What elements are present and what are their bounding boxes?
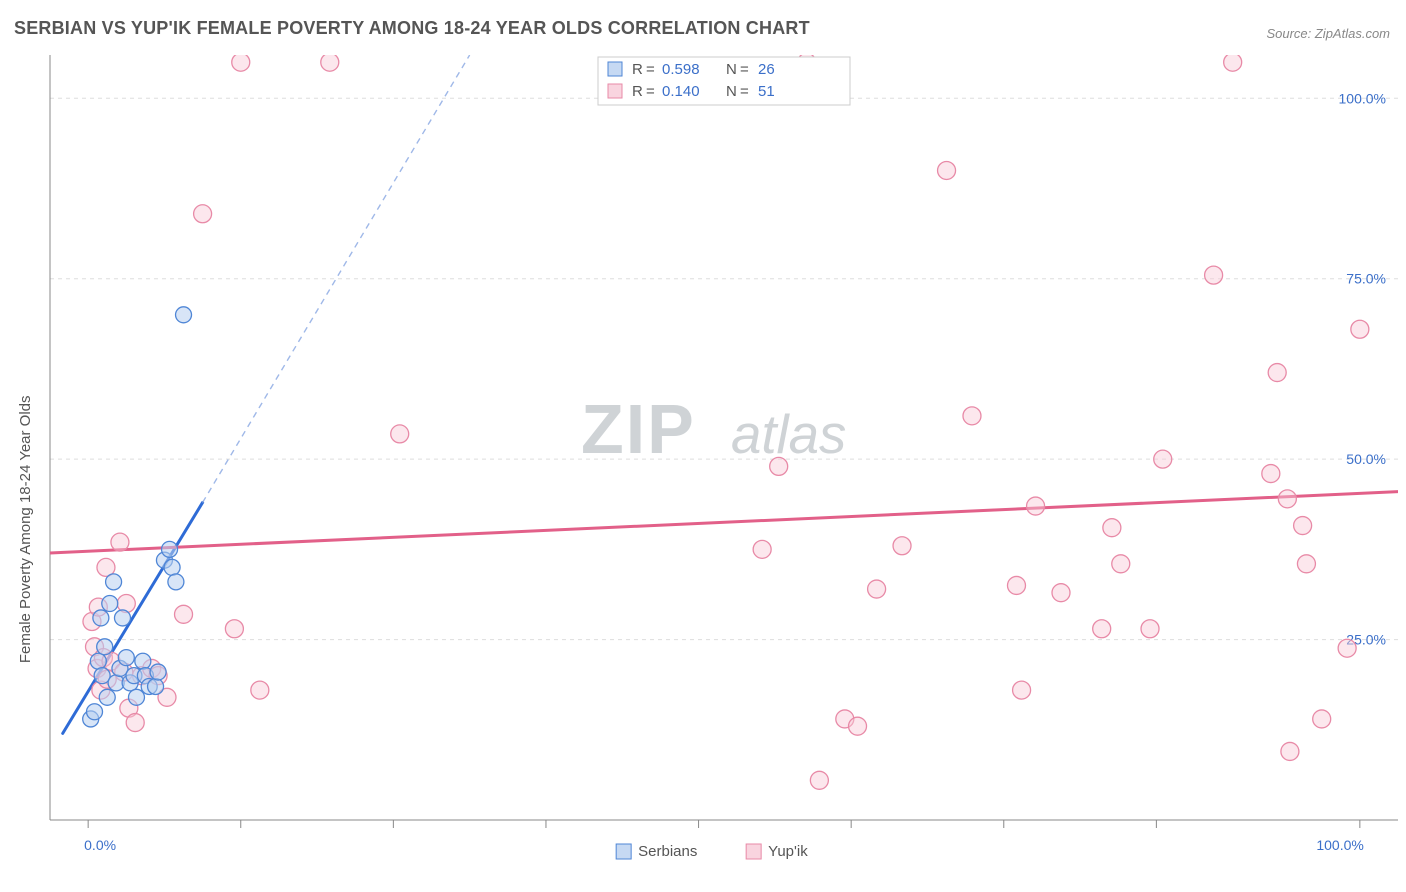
svg-text:51: 51 xyxy=(758,83,775,100)
svg-text:N: N xyxy=(726,61,737,78)
svg-text:=: = xyxy=(646,83,655,100)
svg-text:=: = xyxy=(740,83,749,100)
svg-text:26: 26 xyxy=(758,61,775,78)
svg-text:100.0%: 100.0% xyxy=(1316,837,1363,853)
svg-text:Serbians: Serbians xyxy=(638,843,697,860)
chart-title: SERBIAN VS YUP'IK FEMALE POVERTY AMONG 1… xyxy=(14,18,810,39)
source-attribution: Source: ZipAtlas.com xyxy=(1266,26,1390,41)
svg-text:ZIP: ZIP xyxy=(581,390,696,468)
svg-text:N: N xyxy=(726,83,737,100)
scatter-chart: 25.0%50.0%75.0%100.0%0.0%100.0%Female Po… xyxy=(0,0,1406,892)
svg-text:50.0%: 50.0% xyxy=(1346,451,1386,467)
svg-text:R: R xyxy=(632,83,643,100)
svg-text:=: = xyxy=(646,61,655,78)
svg-text:Yup'ik: Yup'ik xyxy=(768,843,808,860)
svg-text:R: R xyxy=(632,61,643,78)
svg-text:atlas: atlas xyxy=(731,404,846,465)
svg-text:0.0%: 0.0% xyxy=(84,837,116,853)
svg-text:75.0%: 75.0% xyxy=(1346,271,1386,287)
svg-text:0.598: 0.598 xyxy=(662,61,700,78)
svg-text:Female Poverty Among 18-24 Yea: Female Poverty Among 18-24 Year Olds xyxy=(17,395,34,663)
svg-text:=: = xyxy=(740,61,749,78)
svg-text:100.0%: 100.0% xyxy=(1339,90,1386,106)
svg-text:0.140: 0.140 xyxy=(662,83,700,100)
